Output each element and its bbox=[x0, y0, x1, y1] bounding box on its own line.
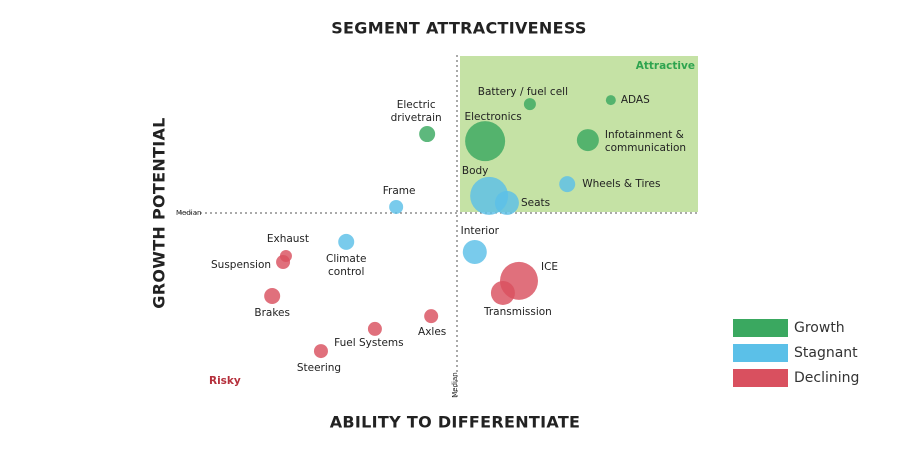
point-label: Battery / fuel cell bbox=[478, 86, 568, 98]
legend-swatch bbox=[733, 319, 788, 337]
y-axis-label: GROWTH POTENTIAL bbox=[150, 117, 169, 308]
point-label: ICE bbox=[541, 261, 558, 273]
bubble bbox=[313, 344, 328, 359]
bubble bbox=[523, 98, 536, 111]
annotation: Risky bbox=[209, 375, 241, 387]
legend-swatch bbox=[733, 344, 788, 362]
bubble bbox=[419, 126, 436, 143]
bubble bbox=[338, 233, 355, 250]
legend-label: Declining bbox=[794, 370, 859, 386]
point-label: Wheels & Tires bbox=[582, 178, 660, 190]
point-label: Climate bbox=[326, 253, 366, 265]
bubble bbox=[424, 309, 439, 324]
legend-label: Growth bbox=[794, 320, 845, 336]
annotation: Attractive bbox=[636, 60, 695, 72]
point-label: Suspension bbox=[211, 259, 271, 271]
legend-swatch bbox=[733, 369, 788, 387]
median-label: Median bbox=[176, 209, 201, 217]
bubble bbox=[276, 255, 291, 270]
chart-title: SEGMENT ATTRACTIVENESS bbox=[331, 19, 587, 38]
median-label: Median bbox=[451, 372, 459, 397]
bubble bbox=[389, 199, 404, 214]
point-label: Electric bbox=[397, 99, 436, 111]
bubble bbox=[576, 129, 599, 152]
point-label: Frame bbox=[383, 185, 416, 197]
point-label: communication bbox=[605, 142, 686, 154]
bubble bbox=[494, 190, 519, 215]
point-label: Transmission bbox=[483, 306, 552, 318]
point-label: control bbox=[328, 266, 364, 278]
point-label: Steering bbox=[297, 362, 341, 374]
point-label: Infotainment & bbox=[605, 129, 684, 141]
bubble bbox=[605, 95, 616, 106]
bubble bbox=[462, 239, 487, 264]
point-label: Electronics bbox=[465, 111, 522, 123]
point-label: drivetrain bbox=[391, 112, 442, 124]
bubble bbox=[465, 121, 506, 162]
point-label: Interior bbox=[461, 225, 500, 237]
point-label: Axles bbox=[418, 326, 446, 338]
bubble bbox=[264, 287, 281, 304]
point-label: Seats bbox=[521, 197, 550, 209]
legend-label: Stagnant bbox=[794, 345, 858, 361]
point-label: Exhaust bbox=[267, 233, 309, 245]
point-label: ADAS bbox=[621, 94, 650, 106]
point-label: Brakes bbox=[254, 307, 290, 319]
point-label: Fuel Systems bbox=[334, 337, 403, 349]
bubble bbox=[490, 280, 515, 305]
bubble bbox=[367, 321, 382, 336]
bubble bbox=[559, 176, 576, 193]
x-axis-label: ABILITY TO DIFFERENTIATE bbox=[330, 413, 581, 432]
point-label: Body bbox=[462, 165, 489, 177]
